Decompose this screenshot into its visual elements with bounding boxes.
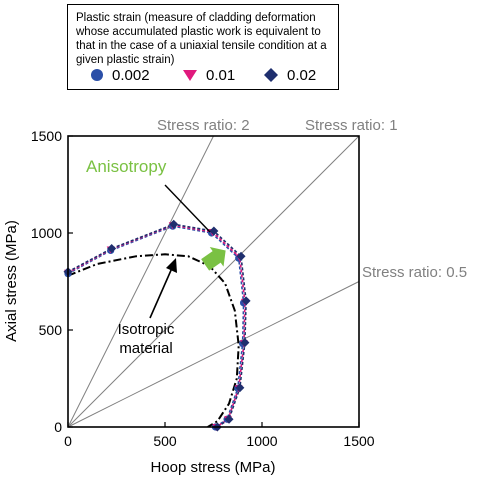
plot-frame [67,135,360,428]
isotropic-label-line2: material [119,340,172,357]
series-curve [68,253,240,427]
y-tick-label: 1500 [31,128,62,144]
x-tick-label: 1500 [343,433,374,449]
series-group [68,223,247,427]
legend-item-0002: 0.002 [90,65,150,85]
legend-label-001: 0.01 [206,66,236,84]
data-point-diamond [224,414,234,424]
y-tick-label: 1000 [31,225,62,241]
data-point-diamond [209,226,219,236]
stress-ratio-line [67,135,360,428]
legend-box: Plastic strain (measure of cladding defo… [67,4,339,90]
y-tick-label: 0 [54,419,62,435]
stress-ratio-label: Stress ratio: 0.5 [362,264,467,281]
annotations: Anisotropy Isotropic material [86,157,226,357]
y-tick-label: 500 [39,322,63,338]
data-point-diamond [240,338,250,348]
y-axis-label: Axial stress (MPa) [3,220,20,342]
data-point-diamond [236,251,246,261]
legend-title: Plastic strain (measure of cladding defo… [76,12,327,66]
data-point-diamond [169,219,179,229]
legend-label-002: 0.02 [287,66,317,84]
legend-item-002: 0.02 [263,65,316,85]
stress-ratio-lines: Stress ratio: 2 Stress ratio: 1 Stress rat… [67,117,467,428]
stress-ratio-label: Stress ratio: 1 [305,117,398,134]
data-point-diamond [107,244,117,254]
anisotropy-label: Anisotropy [86,157,167,176]
series-curve [68,225,245,427]
markers-group [63,219,251,432]
legend-label-0002: 0.002 [112,66,150,84]
isotropic-label-line1: Isotropic [118,321,175,338]
circle-marker-icon [91,69,103,81]
x-tick-label: 500 [153,433,177,449]
x-axis-label: Hoop stress (MPa) [150,459,275,476]
triangle-down-marker-icon [183,70,197,81]
anisotropy-arrow-icon [201,247,226,271]
anisotropy-pointer-line [164,184,211,233]
diamond-marker-icon [264,68,278,82]
isotropic-arrowhead-icon [166,258,177,273]
isotropic-pointer-line [149,267,173,319]
x-tick-label: 0 [64,433,72,449]
axis-ticks: 00 500 500 1000 1000 1500 1500 [31,128,375,449]
stress-ratio-label: Stress ratio: 2 [157,117,250,134]
series-curve [68,223,247,427]
legend-item-001: 0.01 [182,65,235,85]
stress-ratio-line [67,135,214,428]
data-point-diamond [235,383,245,393]
stress-ratio-line [67,281,360,428]
data-point-diamond [241,296,251,306]
x-tick-label: 1000 [246,433,277,449]
